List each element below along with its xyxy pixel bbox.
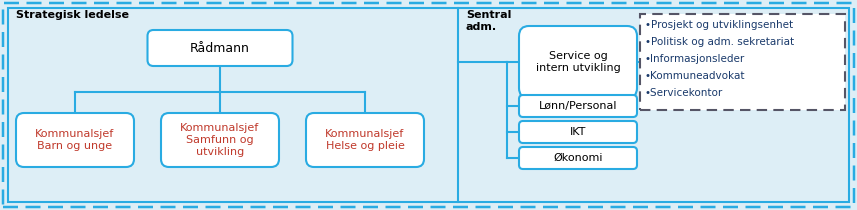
FancyBboxPatch shape bbox=[519, 26, 637, 98]
FancyBboxPatch shape bbox=[161, 113, 279, 167]
Text: Kommunalsjef
Samfunn og
utvikling: Kommunalsjef Samfunn og utvikling bbox=[180, 123, 260, 157]
Text: Sentral
adm.: Sentral adm. bbox=[466, 10, 512, 32]
Text: •Informasjonsleder: •Informasjonsleder bbox=[645, 54, 746, 64]
FancyBboxPatch shape bbox=[519, 121, 637, 143]
Text: IKT: IKT bbox=[570, 127, 586, 137]
FancyBboxPatch shape bbox=[3, 3, 854, 207]
Text: •Servicekontor: •Servicekontor bbox=[645, 88, 723, 98]
FancyBboxPatch shape bbox=[16, 113, 134, 167]
Text: Kommunalsjef
Barn og unge: Kommunalsjef Barn og unge bbox=[35, 129, 115, 151]
Text: Rådmann: Rådmann bbox=[190, 42, 250, 55]
FancyBboxPatch shape bbox=[8, 8, 849, 202]
Text: •Politisk og adm. sekretariat: •Politisk og adm. sekretariat bbox=[645, 37, 794, 47]
FancyBboxPatch shape bbox=[147, 30, 292, 66]
Text: Kommunalsjef
Helse og pleie: Kommunalsjef Helse og pleie bbox=[326, 129, 405, 151]
Text: Service og
intern utvikling: Service og intern utvikling bbox=[536, 51, 620, 73]
Text: Strategisk ledelse: Strategisk ledelse bbox=[16, 10, 129, 20]
Text: •Kommuneadvokat: •Kommuneadvokat bbox=[645, 71, 746, 81]
FancyBboxPatch shape bbox=[306, 113, 424, 167]
Text: Økonomi: Økonomi bbox=[554, 153, 602, 163]
Text: •Prosjekt og utviklingsenhet: •Prosjekt og utviklingsenhet bbox=[645, 20, 793, 30]
FancyBboxPatch shape bbox=[519, 147, 637, 169]
FancyBboxPatch shape bbox=[640, 14, 845, 110]
Text: Lønn/Personal: Lønn/Personal bbox=[539, 101, 617, 111]
FancyBboxPatch shape bbox=[519, 95, 637, 117]
